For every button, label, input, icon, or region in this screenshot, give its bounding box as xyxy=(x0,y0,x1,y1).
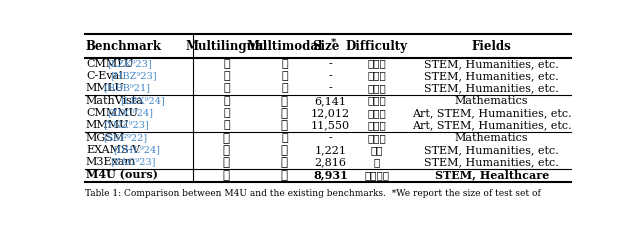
Text: ✓: ✓ xyxy=(281,119,288,132)
Text: ✗: ✗ xyxy=(223,71,230,81)
Text: -: - xyxy=(328,133,332,143)
Text: MGSM: MGSM xyxy=(86,133,125,143)
Text: ✗: ✗ xyxy=(281,71,287,81)
Text: ★★★: ★★★ xyxy=(367,72,386,81)
Text: ✓: ✓ xyxy=(281,95,288,108)
Text: [HBB⁹21]: [HBB⁹21] xyxy=(104,84,150,93)
Text: -: - xyxy=(328,83,332,93)
Text: Art, STEM, Humanities, etc.: Art, STEM, Humanities, etc. xyxy=(412,108,572,118)
Text: ✗: ✗ xyxy=(281,83,287,93)
Text: [ZAG⁹23]: [ZAG⁹23] xyxy=(110,158,156,167)
Text: ✗: ✗ xyxy=(223,83,230,93)
Text: Mathematics: Mathematics xyxy=(455,96,529,106)
Text: *: * xyxy=(330,38,336,47)
Text: 6,141: 6,141 xyxy=(314,96,346,106)
Text: MathVista: MathVista xyxy=(86,96,144,106)
Text: ✓: ✓ xyxy=(281,144,288,157)
Text: MMLU: MMLU xyxy=(86,83,125,93)
Text: Size: Size xyxy=(312,40,339,53)
Text: 11,550: 11,550 xyxy=(311,120,350,130)
Text: ✓: ✓ xyxy=(223,144,230,157)
Text: Difficulty: Difficulty xyxy=(346,40,408,53)
Text: 12,012: 12,012 xyxy=(311,108,350,118)
Text: M4U (ours): M4U (ours) xyxy=(86,170,158,181)
Text: ★★★: ★★★ xyxy=(367,121,386,130)
Text: Multimodal: Multimodal xyxy=(246,40,323,53)
Text: STEM, Healthcare: STEM, Healthcare xyxy=(435,170,549,181)
Text: -: - xyxy=(328,59,332,69)
Text: ★★★: ★★★ xyxy=(367,109,386,118)
Text: ★★: ★★ xyxy=(371,146,383,155)
Text: MMMU: MMMU xyxy=(86,120,129,130)
Text: [LZK⁹23]: [LZK⁹23] xyxy=(107,60,152,69)
Text: 8,931: 8,931 xyxy=(313,170,348,181)
Text: 1,221: 1,221 xyxy=(314,145,346,155)
Text: ✓: ✓ xyxy=(223,169,230,182)
Text: ✓: ✓ xyxy=(223,132,230,145)
Text: Mathematics: Mathematics xyxy=(455,133,529,143)
Text: [HBZ⁹23]: [HBZ⁹23] xyxy=(110,72,157,81)
Text: -: - xyxy=(328,71,332,81)
Text: ★: ★ xyxy=(374,158,380,167)
Text: ✗: ✗ xyxy=(281,59,287,69)
Text: ★★★★: ★★★★ xyxy=(364,171,389,180)
Text: ✓: ✓ xyxy=(281,107,288,120)
Text: [ZDC⁹24]: [ZDC⁹24] xyxy=(107,109,153,118)
Text: ✗: ✗ xyxy=(223,59,230,69)
Text: [SSF⁹22]: [SSF⁹22] xyxy=(104,134,148,143)
Text: 2,816: 2,816 xyxy=(314,157,346,167)
Text: ★★★: ★★★ xyxy=(367,134,386,143)
Text: M3Exam: M3Exam xyxy=(86,157,136,167)
Text: Fields: Fields xyxy=(472,40,511,53)
Text: Art, STEM, Humanities, etc.: Art, STEM, Humanities, etc. xyxy=(412,120,572,130)
Text: [LBX⁹24]: [LBX⁹24] xyxy=(120,97,165,106)
Text: ★★★: ★★★ xyxy=(367,84,386,93)
Text: STEM, Humanities, etc.: STEM, Humanities, etc. xyxy=(424,59,559,69)
Text: STEM, Humanities, etc.: STEM, Humanities, etc. xyxy=(424,83,559,93)
Text: [YNZ⁹23]: [YNZ⁹23] xyxy=(104,121,149,130)
Text: ✓: ✓ xyxy=(223,156,230,169)
Text: Table 1: Comparison between M4U and the existing benchmarks.  *We report the siz: Table 1: Comparison between M4U and the … xyxy=(85,189,541,198)
Text: ✗: ✗ xyxy=(223,108,230,118)
Text: ★★★: ★★★ xyxy=(367,60,386,69)
Text: C-Eval: C-Eval xyxy=(86,71,123,81)
Text: ✓: ✓ xyxy=(281,169,288,182)
Text: ✗: ✗ xyxy=(223,96,230,106)
Text: Benchmark: Benchmark xyxy=(86,40,162,53)
Text: [DHL⁹24]: [DHL⁹24] xyxy=(113,146,161,155)
Text: Multilingual: Multilingual xyxy=(185,40,268,53)
Text: STEM, Humanities, etc.: STEM, Humanities, etc. xyxy=(424,71,559,81)
Text: STEM, Humanities, etc.: STEM, Humanities, etc. xyxy=(424,157,559,167)
Text: ★★★: ★★★ xyxy=(367,97,386,106)
Text: ✗: ✗ xyxy=(281,133,287,143)
Text: CMMLU: CMMLU xyxy=(86,59,133,69)
Text: ✓: ✓ xyxy=(281,156,288,169)
Text: STEM, Humanities, etc.: STEM, Humanities, etc. xyxy=(424,145,559,155)
Text: ✗: ✗ xyxy=(223,120,230,130)
Text: CMMMU: CMMMU xyxy=(86,108,138,118)
Text: EXAMS-V: EXAMS-V xyxy=(86,145,140,155)
